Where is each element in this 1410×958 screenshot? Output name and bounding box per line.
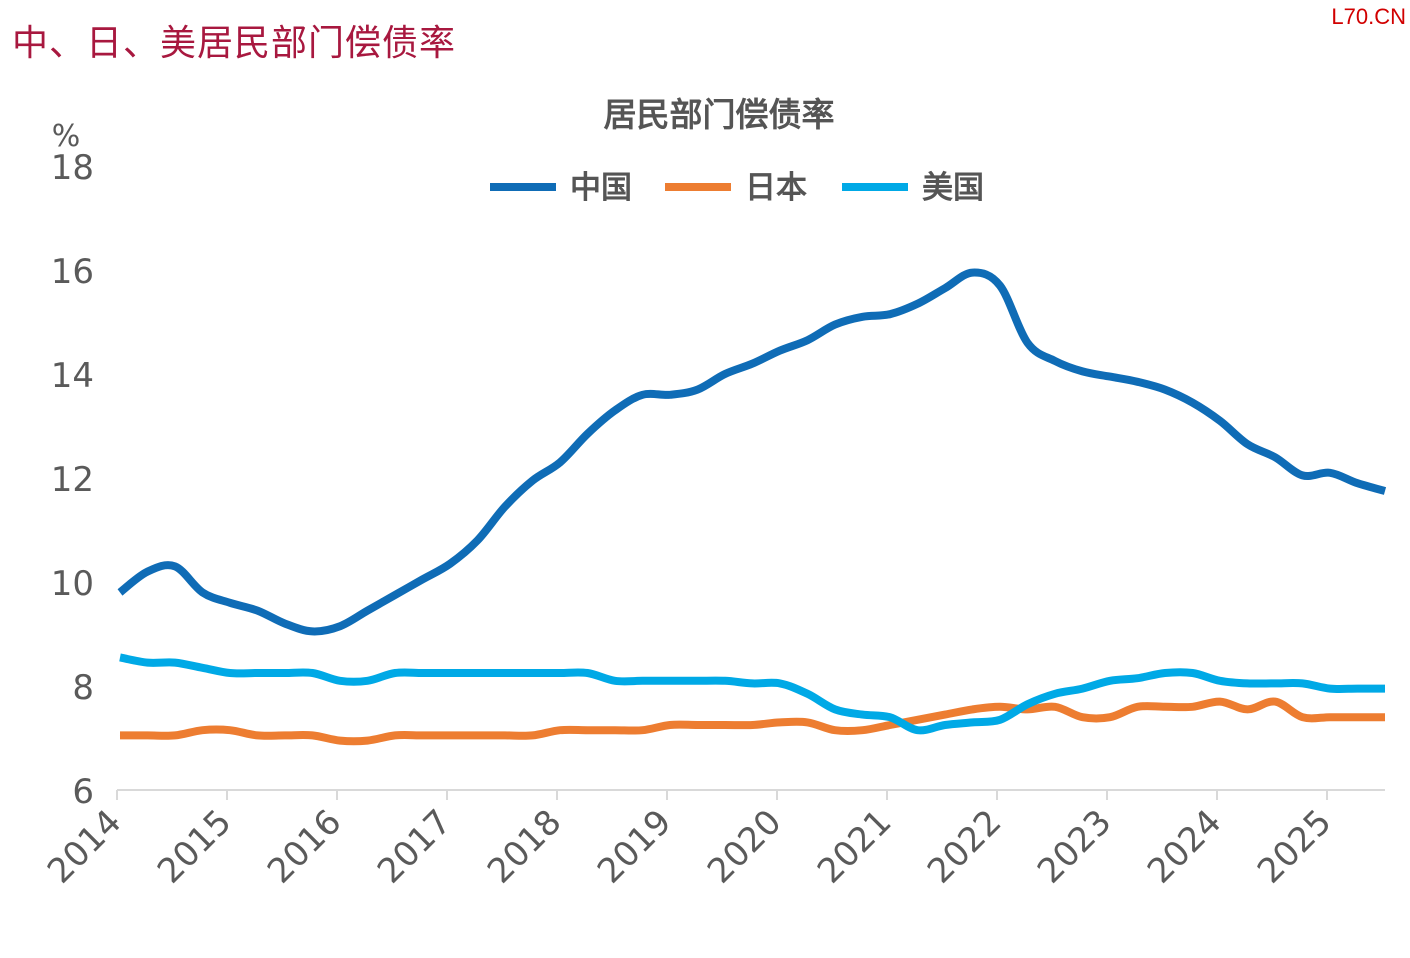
legend-label: 中国 (570, 170, 632, 206)
watermark: L70.CN (1331, 4, 1406, 29)
x-tick-label: 2025 (1250, 802, 1339, 891)
series-line-1 (119, 697, 1385, 746)
legend-label: 美国 (922, 170, 984, 206)
x-tick-label: 2021 (810, 802, 899, 891)
x-tick-label: 2022 (920, 802, 1009, 891)
x-tick-label: 2023 (1030, 802, 1119, 891)
y-tick-label: 8 (72, 668, 94, 708)
axes: 6 8 10 12 14 16 18 2014 2015 2016 2017 2018 2019 2020… (40, 148, 1385, 892)
y-tick-label: 14 (51, 356, 94, 396)
series-line-0 (117, 268, 1387, 636)
x-tick-label: 2020 (700, 802, 789, 891)
y-tick-label: 6 (72, 772, 94, 812)
x-tick-label: 2019 (590, 802, 679, 891)
legend: 中国 日本 美国 (490, 170, 984, 206)
y-axis-unit: % (52, 119, 81, 154)
y-tick-label: 10 (51, 564, 94, 604)
x-tick-label: 2024 (1140, 802, 1229, 891)
y-tick-label: 18 (51, 148, 94, 188)
x-tick-label: 2014 (40, 802, 129, 891)
y-tick-label: 12 (51, 460, 94, 500)
chart-title: 居民部门偿债率 (604, 95, 835, 134)
x-tick-label: 2016 (260, 802, 349, 891)
page-title: 中、日、美居民部门偿债率 (12, 23, 457, 64)
series-group (117, 268, 1387, 746)
legend-label: 日本 (745, 170, 807, 206)
x-tick-label: 2017 (370, 802, 459, 891)
x-tick-label: 2015 (150, 802, 239, 891)
series-line-2 (119, 653, 1385, 735)
y-tick-label: 16 (51, 252, 94, 292)
x-tick-label: 2018 (480, 802, 569, 891)
